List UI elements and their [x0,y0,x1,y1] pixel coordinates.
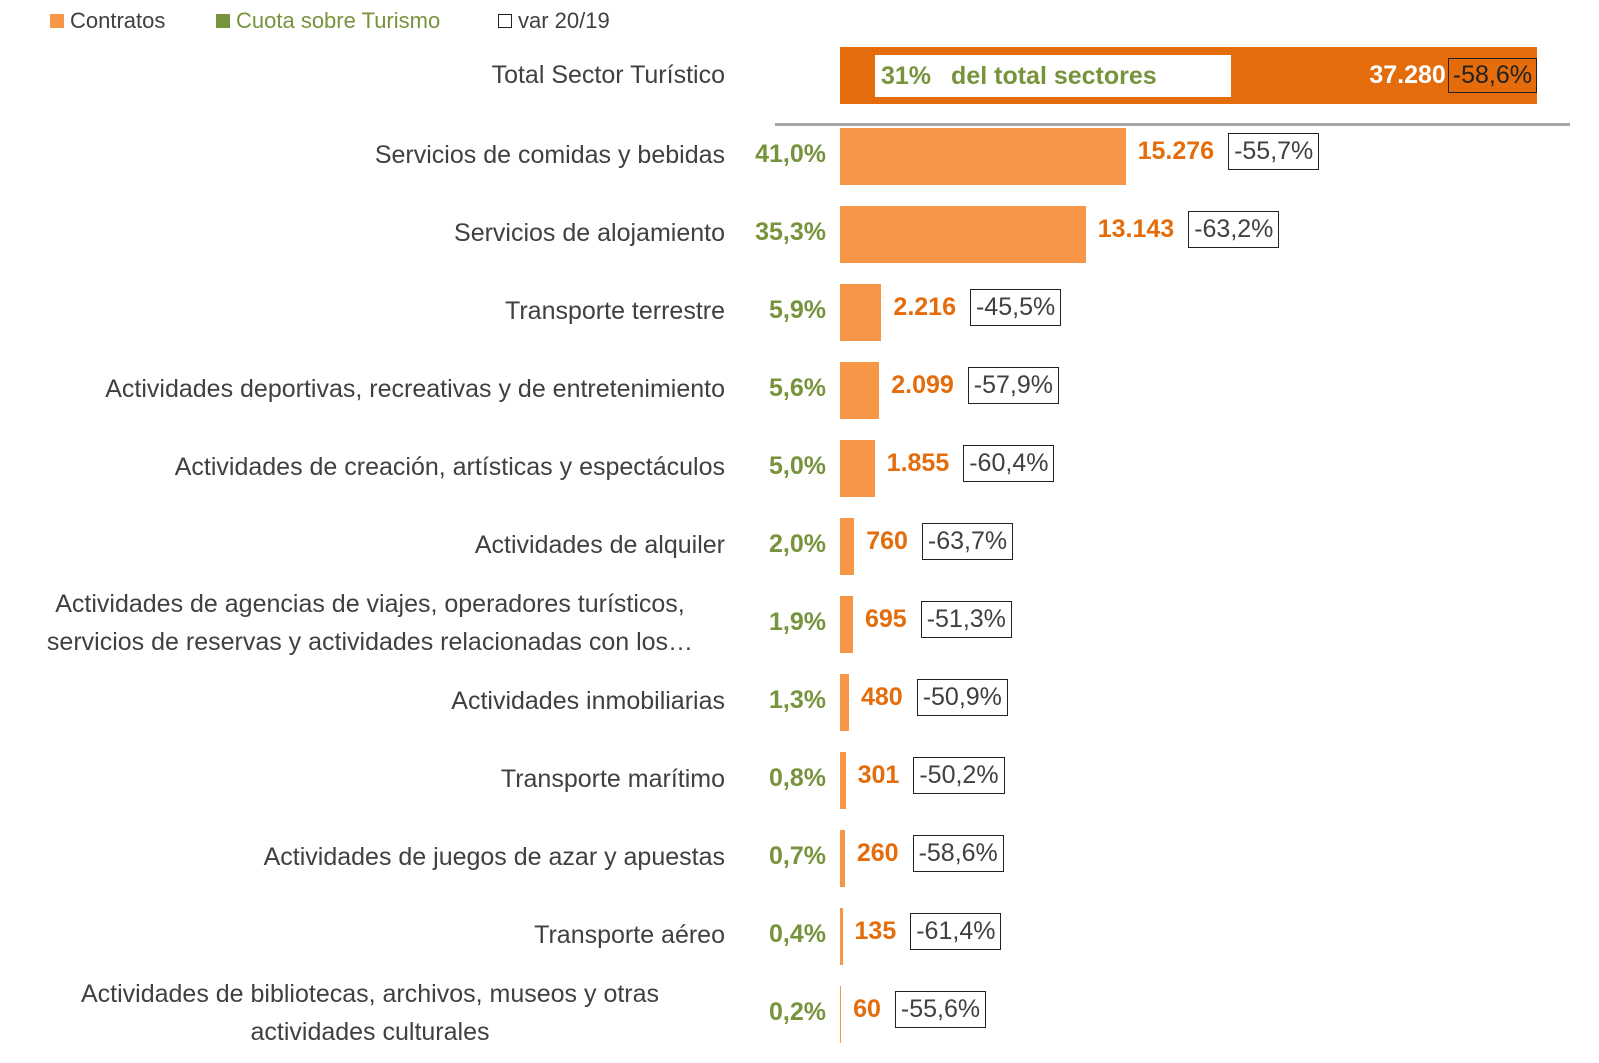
legend-label: Cuota sobre Turismo [236,8,441,33]
var-label: -55,6% [894,991,987,1028]
total-value-label: 37.280 [1369,61,1446,89]
category-label: Actividades de agencias de viajes, opera… [46,590,694,656]
category-label: Actividades de juegos de azar y apuestas [263,843,725,871]
value-label: 695 [864,605,907,633]
legend-swatch [216,14,230,28]
share-label: 2,0% [769,530,826,558]
legend-swatch [50,14,64,28]
value-group: 2.216 -45,5% [893,289,1062,326]
share-label: 0,2% [769,998,826,1026]
value-group: 760 -63,7% [866,523,1014,560]
var-label: -61,4% [910,913,1002,950]
share-text: del total sectores [951,61,1157,90]
value-label: 1.855 [886,449,950,477]
var-label: -55,7% [1228,133,1320,170]
category-label: Actividades de bibliotecas, archivos, mu… [80,980,660,1046]
legend-item: Cuota sobre Turismo [216,6,440,36]
share-label: 1,3% [769,686,826,714]
bar [840,830,845,887]
share-label: 1,9% [769,608,826,636]
value-group: 480 -50,9% [861,679,1008,716]
bar [840,362,880,419]
legend-label: var 20/19 [518,8,610,33]
bar [840,908,843,965]
share-label: 31% [881,61,932,90]
category-label: Servicios de comidas y bebidas [374,141,725,169]
bar [840,986,842,1043]
category-label: Servicios de alojamiento [454,219,725,247]
bar [840,752,846,809]
value-label: 760 [866,527,908,555]
value-label: 15.276 [1137,137,1215,165]
separator [775,123,1570,126]
total-var: -58,6% [1447,58,1537,93]
legend-item: var 20/19 [498,6,610,36]
legend-swatch [498,14,512,28]
category-label: Actividades de alquiler [474,531,725,559]
value-label: 301 [857,761,900,789]
bar [840,596,853,653]
value-label: 135 [854,917,897,945]
category-label: Actividades de creación, artísticas y es… [174,453,725,481]
value-group: 1.855 -60,4% [887,445,1055,482]
share-label: 41,0% [755,140,826,168]
category-label: Transporte marítimo [500,765,725,793]
var-label: -60,4% [963,445,1055,482]
total-label: Total Sector Turístico [491,61,725,89]
var-label: -45,5% [969,289,1062,326]
total-values: 37.280 -58,6% [1369,58,1537,93]
category-label: Transporte aéreo [534,921,725,949]
category-label: Actividades inmobiliarias [451,687,725,715]
value-label: 13.143 [1097,215,1175,243]
legend-item: Contratos [50,6,165,36]
value-label: 60 [853,995,881,1023]
value-group: 301 -50,2% [858,757,1005,794]
var-label: -63,2% [1188,211,1280,248]
share-label: 0,7% [769,842,826,870]
share-label: 35,3% [755,218,826,246]
legend-label: Contratos [70,8,166,33]
bar [840,518,855,575]
var-label: -63,7% [921,523,1014,560]
share-label: 0,8% [769,764,826,792]
var-label: -51,3% [920,601,1012,638]
var-label: -50,9% [916,679,1008,716]
value-group: 15.276 -55,7% [1138,133,1320,170]
value-label: 2.216 [893,293,956,321]
value-label: 260 [856,839,899,867]
bar [840,128,1126,185]
share-label: 5,9% [769,296,826,324]
value-group: 13.143 -63,2% [1098,211,1280,248]
value-group: 695 -51,3% [865,601,1012,638]
var-label: -57,9% [967,367,1060,404]
value-group: 60 -55,6% [853,991,987,1028]
bar [840,284,882,341]
value-group: 260 -58,6% [857,835,1004,872]
value-label: 2.099 [891,371,954,399]
share-label: 5,0% [769,452,826,480]
bar [840,440,875,497]
value-group: 2.099 -57,9% [891,367,1060,404]
value-label: 480 [860,683,903,711]
category-label: Actividades deportivas, recreativas y de… [105,375,725,403]
bar [840,674,849,731]
var-label: -50,2% [913,757,1005,794]
bar [840,206,1086,263]
total-bar: 31% del total sectores 37.280 -58,6% [840,47,1537,104]
share-label: 5,6% [769,374,826,402]
category-label: Transporte terrestre [505,297,725,325]
var-label: -58,6% [912,835,1004,872]
share-box: 31% del total sectores [875,55,1231,97]
share-label: 0,4% [769,920,826,948]
value-group: 135 -61,4% [855,913,1002,950]
